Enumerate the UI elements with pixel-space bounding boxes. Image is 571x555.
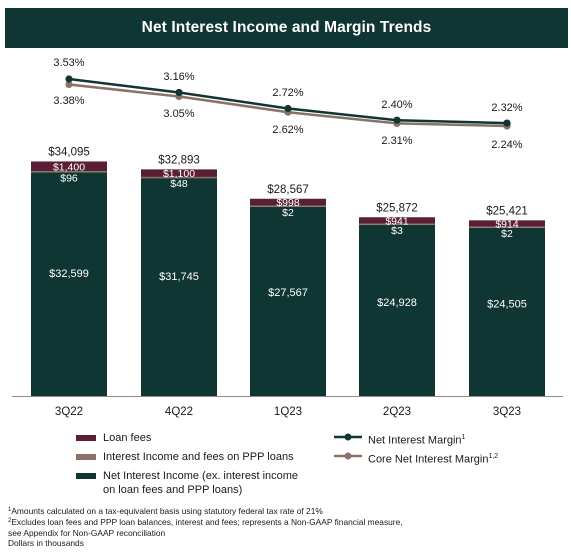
- chart-area: $1,400$96 $32,599 $34,095 3Q22 $1,100$48 $31,…: [12, 57, 563, 418]
- point-nim-3Q23: [503, 119, 511, 127]
- point-core-nim-3Q22: [65, 80, 73, 89]
- point-nim-1Q23: [284, 104, 292, 113]
- bar-ppp-2Q23: [359, 223, 435, 225]
- legend-nim-sup: 1: [461, 434, 466, 441]
- legend-core-nim-sup: 1,2: [488, 453, 499, 460]
- label-total-4Q22: $32,893: [158, 154, 200, 166]
- footnote-1-mark: 1: [8, 507, 12, 513]
- legend-core-nim-text: Core Net Interest Margin: [368, 453, 489, 466]
- label-nim-3Q22: 3.53%: [53, 57, 84, 69]
- bar-ppp-4Q22: [141, 176, 217, 179]
- label-core-nim-3Q23: 2.24%: [491, 139, 522, 151]
- legend-label-nim: Net Interest Margin1: [368, 431, 465, 448]
- label-core-nim-2Q23: 2.31%: [381, 135, 412, 147]
- legend-label-ppp: Interest Income and fees on PPP loans: [103, 451, 294, 463]
- line-nim: [68, 77, 508, 125]
- label-ppp-3Q22: $96: [60, 172, 78, 184]
- x-tick-2Q23: 2Q23: [383, 406, 411, 418]
- legend-label-nii-line1: Net Interest Income (ex. interest income: [103, 470, 299, 482]
- footnote-2-text-line1: Excludes loan fees and PPP loan balances…: [11, 517, 403, 528]
- label-core-nim-4Q22: 3.05%: [163, 108, 194, 120]
- footnotes: 1Amounts calculated on a tax-equivalent …: [8, 505, 563, 549]
- label-loan-fees-3Q22: $1,400: [53, 161, 85, 173]
- label-nim-2Q23: 2.40%: [381, 99, 412, 111]
- bar-loan-fees-3Q23: [469, 220, 545, 227]
- bar-nii-2Q23: [359, 224, 435, 396]
- chart-title-bar: Net Interest Income and Margin Trends: [5, 8, 568, 48]
- point-nim-3Q22: [65, 75, 73, 83]
- legend-core-nim-marker: [334, 452, 362, 460]
- label-nii-3Q22: $32,599: [49, 268, 89, 280]
- footnote-1-text: Amounts calculated on a tax-equivalent b…: [11, 506, 323, 516]
- label-total-3Q23: $25,421: [486, 205, 528, 217]
- footnote-1: 1Amounts calculated on a tax-equivalent …: [8, 505, 563, 516]
- label-nii-1Q23: $27,567: [268, 287, 308, 299]
- legend-nim-text: Net Interest Margin: [368, 434, 462, 447]
- point-nim-2Q23: [393, 116, 401, 124]
- label-total-1Q23: $28,567: [267, 184, 309, 196]
- label-nii-4Q22: $31,745: [159, 271, 199, 283]
- bar-loan-fees-2Q23: [359, 217, 435, 224]
- footnote-2: 2Excludes loan fees and PPP loan balance…: [8, 516, 563, 527]
- label-nim-3Q23: 2.32%: [491, 102, 522, 114]
- bar-ppp-3Q22: [31, 171, 107, 173]
- label-loan-fees-4Q22: $1,100: [163, 168, 195, 180]
- footnote-2-mark: 2: [8, 518, 12, 525]
- legend-swatch-loan-fees: [76, 435, 96, 441]
- label-loan-fees-3Q23: $914: [495, 218, 519, 230]
- legend-label-core-nim: Core Net Interest Margin1,2: [368, 450, 498, 467]
- chart-title: Net Interest Income and Margin Trends: [141, 19, 432, 36]
- bar-ppp-3Q23: [469, 226, 545, 228]
- legend-label-nii-line2: on loan fees and PPP loans): [103, 484, 243, 496]
- x-tick-3Q22: 3Q22: [55, 406, 83, 418]
- legend-swatch-nii: [76, 473, 96, 479]
- bar-loan-fees-3Q22: [31, 161, 107, 172]
- label-core-nim-3Q22: 3.38%: [53, 95, 84, 107]
- legend-swatch-ppp: [76, 454, 96, 460]
- label-loan-fees-1Q23: $998: [276, 197, 300, 209]
- label-core-nim-1Q23: 2.62%: [272, 124, 303, 136]
- label-nim-4Q22: 3.16%: [163, 71, 194, 83]
- bar-loan-fees-1Q23: [250, 198, 326, 206]
- footnote-2-line2: see Appendix for Non-GAAP reconciliation: [8, 527, 166, 538]
- bar-loan-fees-4Q22: [141, 169, 217, 177]
- bar-nii-4Q22: [141, 178, 217, 396]
- label-nii-3Q23: $24,505: [487, 298, 527, 310]
- legend-nim-marker: [334, 433, 362, 441]
- bar-nii-3Q22: [31, 172, 107, 396]
- label-nim-1Q23: 2.72%: [272, 87, 303, 99]
- bar-nii-3Q23: [469, 227, 545, 396]
- label-total-3Q22: $34,095: [48, 146, 90, 158]
- x-tick-3Q23: 3Q23: [493, 406, 521, 418]
- bar-nii-1Q23: [250, 206, 326, 396]
- point-nim-4Q22: [175, 88, 183, 97]
- label-ppp-4Q22: $48: [170, 178, 188, 190]
- label-total-2Q23: $25,872: [376, 202, 418, 214]
- label-ppp-3Q23: $2: [501, 228, 513, 240]
- label-ppp-1Q23: $2: [282, 207, 294, 219]
- label-loan-fees-2Q23: $941: [385, 215, 409, 227]
- footnote-3: Dollars in thousands: [8, 538, 84, 549]
- label-ppp-2Q23: $3: [391, 225, 403, 237]
- legend-label-loan-fees: Loan fees: [103, 432, 152, 444]
- x-tick-1Q23: 1Q23: [274, 406, 302, 418]
- label-nii-2Q23: $24,928: [377, 297, 417, 309]
- x-tick-4Q22: 4Q22: [165, 406, 193, 418]
- bar-ppp-1Q23: [250, 205, 326, 207]
